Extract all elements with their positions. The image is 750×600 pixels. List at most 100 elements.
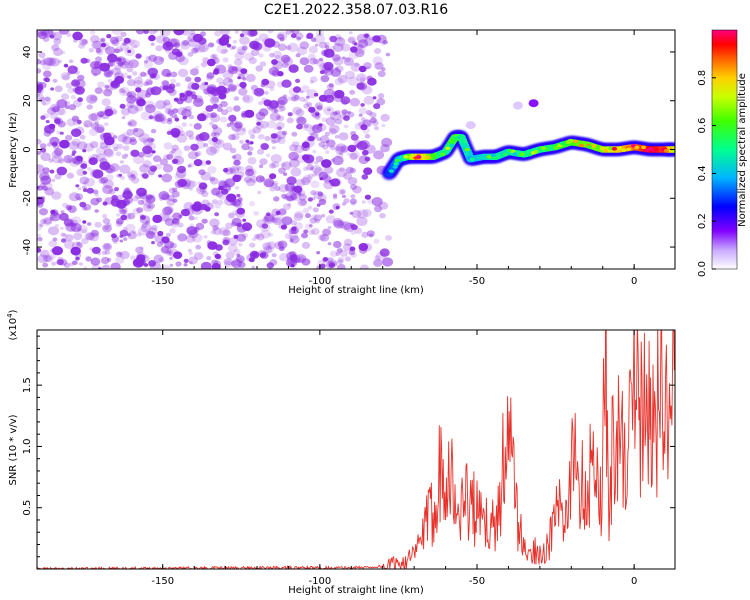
noise-speck — [37, 254, 48, 264]
noise-speck — [362, 119, 372, 127]
noise-speck — [75, 256, 80, 261]
noise-speck — [358, 243, 369, 251]
noise-speck — [239, 33, 245, 38]
noise-speck — [260, 229, 271, 239]
noise-speck — [335, 205, 340, 210]
noise-speck — [159, 57, 165, 62]
noise-speck — [241, 143, 250, 151]
noise-speck — [362, 127, 371, 134]
noise-speck — [229, 121, 234, 125]
noise-speck — [324, 45, 330, 49]
noise-speck — [115, 221, 123, 228]
noise-speck — [299, 57, 310, 66]
noise-speck — [141, 173, 149, 179]
noise-speck — [307, 205, 313, 210]
noise-speck — [296, 46, 308, 56]
noise-speck — [303, 147, 308, 151]
noise-speck — [63, 233, 68, 238]
noise-speck — [95, 153, 106, 162]
noise-speck — [334, 110, 341, 115]
noise-speck — [239, 36, 250, 45]
noise-speck — [300, 177, 311, 186]
noise-speck — [244, 52, 255, 61]
noise-speck — [108, 107, 117, 115]
noise-speck — [37, 233, 41, 238]
noise-speck — [349, 184, 358, 190]
noise-speck — [84, 124, 89, 128]
noise-speck — [120, 209, 127, 215]
noise-speck — [373, 48, 382, 54]
noise-speck — [266, 241, 276, 250]
noise-speck — [126, 95, 137, 104]
noise-speck — [348, 249, 356, 256]
noise-speck — [56, 99, 68, 109]
noise-speck — [134, 76, 144, 85]
noise-speck — [277, 240, 288, 249]
noise-speck — [342, 100, 348, 105]
noise-speck — [82, 170, 88, 175]
noise-speck — [85, 58, 91, 63]
noise-speck — [381, 67, 386, 71]
noise-speck — [167, 209, 172, 213]
noise-speck — [233, 105, 241, 112]
noise-speck — [183, 95, 193, 103]
noise-speck — [37, 247, 42, 253]
noise-speck — [181, 108, 192, 118]
noise-speck — [210, 132, 217, 138]
noise-speck — [81, 160, 88, 166]
noise-speck — [193, 252, 204, 261]
noise-speck — [371, 197, 383, 207]
noise-speck — [195, 222, 205, 230]
noise-speck — [306, 95, 310, 99]
noise-speck — [211, 124, 218, 130]
noise-speck — [359, 247, 368, 254]
noise-speck — [295, 108, 305, 117]
noise-speck — [135, 87, 142, 93]
noise-speck — [353, 139, 363, 148]
noise-speck — [300, 85, 310, 93]
noise-speck — [322, 257, 329, 262]
noise-speck — [360, 124, 368, 131]
noise-speck — [184, 76, 192, 82]
noise-speck — [182, 39, 190, 46]
noise-speck — [120, 31, 127, 37]
noise-speck — [293, 86, 301, 93]
noise-speck — [236, 193, 241, 198]
noise-speck — [233, 153, 242, 161]
noise-speck — [40, 249, 50, 258]
noise-speck — [114, 64, 122, 71]
noise-speck — [241, 85, 246, 90]
noise-speck — [206, 86, 217, 95]
noise-speck — [327, 108, 331, 112]
noise-speck — [255, 65, 263, 72]
noise-speck — [76, 155, 83, 162]
ridge-hotspot — [393, 161, 399, 166]
noise-speck — [295, 53, 301, 58]
noise-speck — [237, 76, 241, 80]
noise-speck — [112, 135, 118, 139]
noise-speck — [173, 97, 179, 102]
noise-speck — [243, 176, 252, 183]
noise-speck — [337, 263, 346, 269]
ridge-hotspot — [540, 146, 546, 150]
noise-speck — [180, 40, 189, 47]
noise-speck — [259, 252, 266, 258]
noise-speck — [116, 194, 124, 200]
noise-speck — [233, 249, 241, 256]
noise-speck — [168, 83, 176, 90]
noise-speck — [241, 128, 246, 132]
noise-speck — [273, 109, 279, 113]
noise-speck — [103, 148, 113, 157]
noise-speck — [280, 162, 286, 167]
noise-speck — [124, 153, 129, 157]
ridge-hotspot — [459, 135, 465, 139]
noise-speck — [257, 148, 265, 155]
noise-speck — [177, 49, 183, 54]
noise-speck — [256, 219, 266, 228]
noise-speck — [313, 214, 322, 222]
noise-speck — [143, 30, 149, 34]
noise-speck — [291, 30, 300, 35]
noise-speck — [141, 197, 152, 206]
noise-speck — [145, 220, 151, 225]
noise-speck — [218, 92, 227, 100]
